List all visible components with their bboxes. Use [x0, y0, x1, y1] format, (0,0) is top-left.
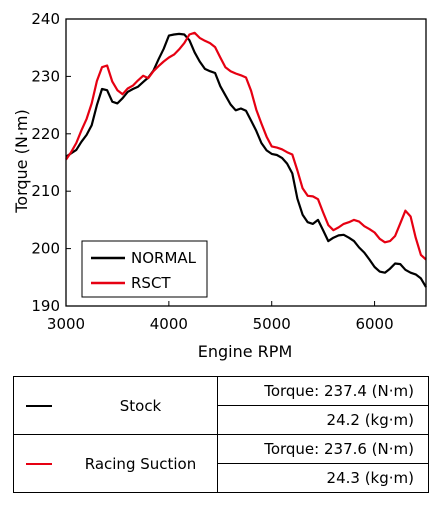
racing-suction-line-key [26, 463, 52, 465]
torque-nm-value: Torque: 237.6 (N·m) [217, 434, 429, 464]
series-key-cell [13, 376, 64, 435]
torque-summary-table: Stock Torque: 237.4 (N·m) 24.2 (kg·m) Ra… [13, 376, 429, 493]
table-row: Racing Suction Torque: 237.6 (N·m) [13, 434, 429, 493]
y-tick-label: 220 [31, 125, 60, 143]
series-name-cell: Stock [64, 376, 218, 435]
torque-kgm-value: 24.3 (kg·m) [217, 463, 429, 493]
y-tick-label: 190 [31, 297, 60, 315]
torque-chart: 190 200 210 220 230 240 3000 4000 5000 6000 NORMA… [12, 10, 427, 361]
y-tick-label: 230 [31, 67, 60, 85]
torque-kgm-value: 24.2 (kg·m) [217, 405, 429, 435]
y-tick-label: 210 [31, 182, 60, 200]
series-key-cell [13, 434, 64, 493]
legend-box [81, 240, 208, 298]
x-tick-label: 5000 [253, 315, 291, 333]
legend-label-normal: NORMAL [131, 249, 197, 267]
table-row: 24.2 (kg·m) [14, 405, 429, 435]
series-line-rsct [65, 31, 427, 261]
torque-nm-value: Torque: 237.4 (N·m) [217, 376, 429, 406]
plot-frame [65, 18, 427, 307]
y-tick-label: 200 [31, 240, 60, 258]
series-line-normal [65, 32, 427, 288]
y-axis-title: Torque (N·m) [12, 109, 31, 214]
x-tick-label: 4000 [150, 315, 188, 333]
stock-line-key [26, 405, 52, 407]
series-lines [65, 31, 427, 288]
series-name-cell: Racing Suction [64, 434, 218, 493]
legend: NORMAL RSCT [81, 240, 208, 298]
table-row: 24.3 (kg·m) [14, 463, 429, 493]
table-row: Stock Torque: 237.4 (N·m) [13, 376, 429, 435]
y-tick-label: 240 [31, 10, 60, 28]
axis-ticks: 190 200 210 220 230 240 3000 4000 5000 6000 [31, 10, 393, 333]
x-tick-label: 6000 [355, 315, 393, 333]
x-axis-title: Engine RPM [198, 342, 293, 361]
legend-label-rsct: RSCT [131, 274, 171, 292]
x-tick-label: 3000 [47, 315, 85, 333]
